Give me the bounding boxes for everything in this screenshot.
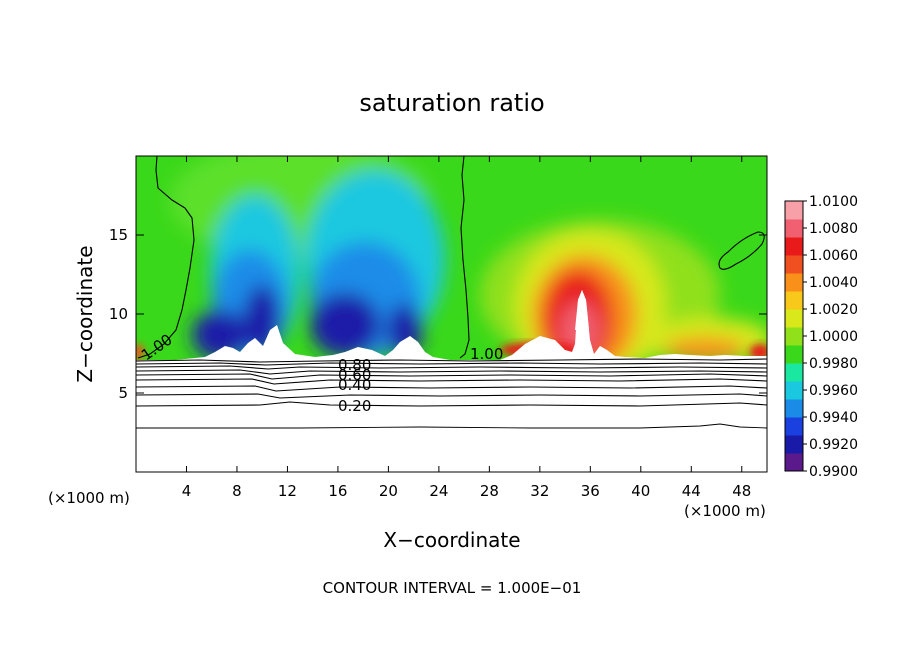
colorbar-segment xyxy=(785,255,803,274)
x-tick-label: 28 xyxy=(480,482,499,500)
colorbar-label: 0.9920 xyxy=(809,437,858,453)
contour-level-0.3 xyxy=(136,393,767,399)
colorbar-segment xyxy=(785,381,803,400)
x-tick-label: 48 xyxy=(732,482,751,500)
contour-level-0.8 xyxy=(136,365,767,370)
heatmap-field xyxy=(136,156,767,380)
x-tick-label: 20 xyxy=(379,482,398,500)
contour-level-0.5 xyxy=(136,378,767,385)
y-tick-label: 15 xyxy=(109,226,128,244)
field-left-edge-warm xyxy=(136,344,144,360)
contour-label: 1.00 xyxy=(470,345,503,363)
contour-level-0.9 xyxy=(136,362,767,366)
colorbar-labels: 1.0100 1.0080 1.0060 1.0040 1.0020 1.0000 0.99… xyxy=(803,194,858,480)
colorbar-segment xyxy=(785,327,803,346)
colorbar-segment xyxy=(785,417,803,436)
y-tick-label: 10 xyxy=(109,305,128,323)
contour-1.00-middle xyxy=(459,156,470,359)
contour-lines xyxy=(136,156,767,429)
colorbar-segment xyxy=(785,363,803,382)
contour-level-0.1 xyxy=(136,423,767,429)
colorbar-label: 0.9940 xyxy=(809,410,858,426)
contour-label: 0.80 xyxy=(338,356,371,374)
contour-label: 0.40 xyxy=(338,376,371,394)
contour-interval-footer: CONTOUR INTERVAL = 1.000E−01 xyxy=(323,579,582,597)
x-tick-label: 16 xyxy=(328,482,347,500)
colorbar-label: 1.0020 xyxy=(809,302,858,318)
x-unit-left: (×1000 m) xyxy=(48,489,130,507)
plot-area xyxy=(136,156,767,472)
contour-labels: 1.00 1.000.800.600.400.20 xyxy=(138,330,503,415)
y-axis-label: Z−coordinate xyxy=(73,245,97,382)
colorbar-segment xyxy=(785,435,803,454)
x-tick-label: 32 xyxy=(530,482,549,500)
colorbar-segment xyxy=(785,453,803,472)
contour-level-0.6 xyxy=(136,373,767,380)
left-cloud-boundary xyxy=(136,325,470,472)
field-darkblue-region-3 xyxy=(310,293,380,357)
colorbar-label: 1.0000 xyxy=(809,329,858,345)
x-tick-label: 44 xyxy=(682,482,701,500)
contour-level-1.0 xyxy=(136,358,767,363)
y-axis-ticks: 5 10 15 xyxy=(109,226,767,402)
colorbar-segment xyxy=(785,309,803,328)
colorbar-segment xyxy=(785,201,803,220)
colorbar xyxy=(785,201,803,472)
x-tick-label: 40 xyxy=(631,482,650,500)
colorbar-segment xyxy=(785,273,803,292)
colorbar-label: 0.9960 xyxy=(809,383,858,399)
contour-label: 0.60 xyxy=(338,366,371,384)
colorbar-label: 1.0040 xyxy=(809,275,858,291)
field-right-edge-red xyxy=(750,344,767,360)
contour-1.00-left xyxy=(137,156,195,359)
cloud-inner-white-core xyxy=(575,290,589,330)
colorbar-segment xyxy=(785,291,803,310)
colorbar-segment xyxy=(785,345,803,364)
x-tick-label: 4 xyxy=(182,482,192,500)
y-tick-label: 5 xyxy=(118,384,128,402)
x-axis-ticks: 4 8 12 16 20 24 28 32 36 40 44 48 xyxy=(182,156,751,500)
chart-title: saturation ratio xyxy=(359,89,544,117)
x-tick-label: 36 xyxy=(581,482,600,500)
x-unit-right: (×1000 m) xyxy=(684,502,766,520)
field-darkblue-region-1 xyxy=(192,310,248,360)
colorbar-label: 1.0100 xyxy=(809,194,858,210)
x-tick-label: 12 xyxy=(278,482,297,500)
x-tick-label: 24 xyxy=(429,482,448,500)
colorbar-label: 1.0060 xyxy=(809,248,858,264)
contour-level-0.7 xyxy=(136,369,767,375)
contour-label: 0.20 xyxy=(338,397,371,415)
contour-level-0.4 xyxy=(136,385,767,392)
contour-level-0.2 xyxy=(136,401,767,407)
colorbar-segment xyxy=(785,399,803,418)
colorbar-segment xyxy=(785,219,803,238)
x-tick-label: 8 xyxy=(232,482,242,500)
colorbar-label: 1.0080 xyxy=(809,221,858,237)
colorbar-label: 0.9900 xyxy=(809,464,858,480)
colorbar-segment xyxy=(785,237,803,256)
colorbar-label: 0.9980 xyxy=(809,356,858,372)
x-axis-label: X−coordinate xyxy=(383,528,520,552)
